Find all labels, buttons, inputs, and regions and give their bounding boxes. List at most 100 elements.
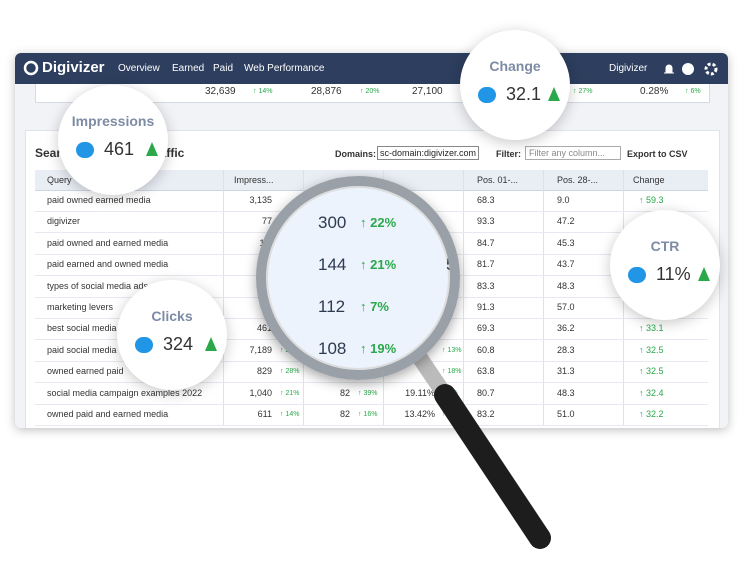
lens-change: ↑ 7% [360, 299, 389, 314]
cell-pos1: 93.3 [477, 216, 495, 227]
cell-impressions-change: ↑ 21% [280, 389, 300, 397]
cell-change: ↑ 32.5 [639, 344, 664, 355]
cell-change: ↑ 59.3 [639, 195, 664, 205]
lens-value: 144 [318, 255, 347, 274]
up-arrow [205, 337, 217, 351]
up-arrow [146, 142, 158, 156]
row-divider [35, 403, 708, 405]
cell-ctr: 13.42% [404, 409, 435, 419]
stat-bubble: Impressions 461 [58, 85, 168, 195]
summary-change: ↑ 14% [253, 88, 273, 95]
cell-pos1: 60.8 [477, 344, 495, 355]
bubble-icon [628, 267, 646, 283]
cell-pos28: 48.3 [557, 280, 575, 291]
summary-change: ↑ 6% [685, 88, 701, 95]
cell-query[interactable]: types of social media ads [47, 280, 149, 291]
bubble-label: CTR [650, 238, 680, 254]
bubble-value: 461 [104, 139, 135, 159]
bubble-icon [76, 142, 94, 158]
cell-ctr-change: ↑ 13% [442, 346, 462, 354]
cell-impressions: 461 [256, 323, 272, 334]
nav-bar: Digivizer Overview Earned Paid Web Performa… [15, 53, 728, 84]
cell-query[interactable]: marketing levers [47, 302, 114, 312]
cell-pos1: 91.3 [477, 302, 495, 312]
lens-change: ↑ 19% [360, 341, 397, 356]
cell-query[interactable]: paid social media [47, 344, 117, 355]
summary-value: 0.28% [640, 86, 669, 97]
export-button[interactable]: Export to CSV [627, 149, 688, 159]
account[interactable]: Digivizer [609, 63, 648, 74]
cell-clicks: 82 [339, 387, 350, 398]
cell-impressions: 77 [261, 216, 272, 227]
menu-item[interactable]: Overview [118, 63, 160, 74]
summary-change: ↑ 20% [360, 88, 380, 95]
bubble-value: 32.1 [506, 84, 542, 104]
cell-impressions-change: ↑ 14% [280, 411, 300, 418]
column-header: Impress... [234, 175, 274, 185]
cell-pos28: 48.3 [557, 387, 575, 398]
summary-value: 32,639 [205, 86, 236, 97]
cell-pos1: 83.3 [477, 280, 495, 291]
column-header: Pos. 28-... [557, 175, 599, 185]
cell-pos1: 63.8 [477, 366, 495, 377]
menu-item[interactable]: Paid [213, 63, 234, 74]
cell-query[interactable]: owned paid and earned media [47, 409, 169, 419]
cell-pos28: 31.3 [557, 366, 575, 377]
menu-item[interactable]: Earned [172, 63, 205, 74]
stat-bubble: CTR 11% [610, 210, 720, 320]
cell-pos28: 28.3 [557, 344, 575, 355]
lens-change: ↑ 22% [360, 215, 397, 230]
cell-query[interactable]: social media campaign examples 2022 [47, 387, 203, 398]
lens-value: 112 [318, 297, 346, 316]
up-arrow [548, 87, 560, 101]
brand[interactable]: Digivizer [42, 59, 105, 76]
cell-query[interactable]: paid earned and owned media [47, 259, 169, 270]
cell-ctr: 19.11% [405, 387, 435, 398]
bubble-icon [478, 87, 496, 103]
cell-query[interactable]: owned earned paid [47, 366, 124, 377]
cell-pos28: 36.2 [557, 323, 575, 334]
cell-clicks: 82 [339, 409, 350, 419]
magnifier-lens: 300 ↑ 22% 144 ↑ 21% 112 ↑ 7% 108 ↑ 19% 5 9 [256, 176, 460, 380]
cell-impressions: 1,040 [249, 387, 272, 398]
domains-label: Domains: [335, 149, 377, 159]
column-header: Pos. 01-... [477, 175, 519, 185]
cell-pos28: 43.7 [557, 259, 575, 270]
bubble-value: 11% [656, 264, 691, 284]
lens-change: ↑ 21% [360, 257, 397, 272]
cell-pos1: 84.7 [477, 237, 495, 248]
cell-query[interactable]: paid owned and earned media [47, 237, 169, 248]
cell-pos1: 83.2 [477, 409, 495, 419]
cell-change: ↑ 32.4 [639, 387, 664, 398]
cell-pos28: 9.0 [557, 195, 570, 205]
domain-select[interactable]: sc-domain:digivizer.com [377, 146, 480, 160]
cell-pos28: 51.0 [557, 409, 575, 419]
summary-change: ↑ 27% [573, 88, 593, 95]
bubble-label: Change [489, 58, 541, 74]
filter-input[interactable]: Filter any column... [525, 146, 621, 160]
nav-icons [664, 62, 718, 76]
cell-impressions: 611 [257, 409, 272, 419]
cell-query[interactable]: best social media [47, 323, 117, 334]
cell-impressions: 3,135 [249, 195, 272, 205]
cell-change: ↑ 32.2 [639, 409, 664, 419]
table-title: Sear [35, 146, 62, 160]
bubble-icon [135, 337, 153, 353]
cell-change: ↑ 33.1 [639, 323, 664, 334]
row-divider [35, 425, 708, 426]
row-divider [35, 382, 708, 384]
menu-item[interactable]: Web Performance [244, 63, 325, 74]
cell-pos28: 47.2 [557, 216, 575, 227]
cell-query[interactable]: paid owned earned media [47, 195, 151, 205]
cell-change: ↑ 32.5 [639, 366, 664, 377]
lens-edge: 9 [446, 297, 456, 316]
bubble-label: Clicks [151, 308, 193, 324]
lens-value: 300 [318, 213, 347, 232]
cell-query[interactable]: digivizer [47, 216, 81, 227]
cell-ctr-change: ↑ 18% [442, 368, 462, 376]
cell-impressions-change: ↑ 28% [280, 368, 300, 376]
summary-value: 27,100 [412, 86, 443, 97]
cell-pos1: 69.3 [477, 323, 495, 334]
